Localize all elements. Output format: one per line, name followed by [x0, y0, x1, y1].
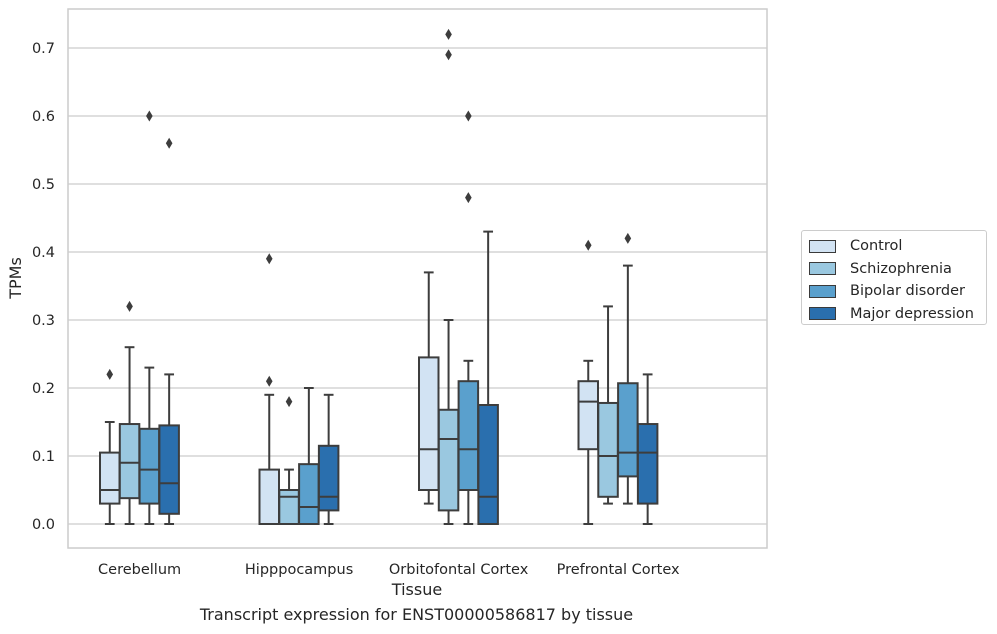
outlier-control-cerebellum-0 [106, 368, 114, 380]
x-axis-label: Tissue [391, 580, 442, 599]
y-tick-label-6: 0.6 [32, 109, 55, 125]
legend-item-bipolar-disorder: Bipolar disorder [809, 280, 986, 303]
outlier-major-depression-cerebellum-0 [165, 137, 173, 149]
box-control-prefrontal-cortex [577, 380, 599, 451]
y-tick-label-1: 0.1 [32, 449, 55, 465]
legend-label-schizophrenia: Schizophrenia [850, 260, 952, 277]
legend-swatch-control [809, 239, 836, 253]
x-tick-label-prefrontal-cortex: Prefrontal Cortex [557, 562, 680, 578]
legend: Control Schizophrenia Bipolar disorder M… [801, 230, 987, 325]
box-control-orbitofontal-cortex [418, 356, 440, 491]
outlier-schizophrenia-cerebellum-0 [126, 300, 133, 312]
outlier-bipolar-disorder-orbitofontal-cortex-0 [465, 192, 472, 204]
grid-lines [68, 47, 767, 525]
legend-label-major-depression: Major depression [850, 305, 974, 322]
y-axis-label: TPMs [6, 257, 25, 300]
x-tick-label-orbitofontal-cortex: Orbitofontal Cortex [389, 562, 529, 578]
box-major-depression-cerebellum [158, 424, 180, 515]
y-axis-ticks: 0.0 0.1 0.2 0.3 0.4 0.5 0.6 0.7 [32, 41, 55, 533]
box-schizophrenia-hipppocampus [278, 489, 300, 525]
x-axis-ticks: Cerebellum Hipppocampus Orbitofontal Corte… [98, 562, 680, 578]
box-control-cerebellum [99, 451, 121, 505]
figure-caption: Transcript expression for ENST0000058681… [199, 605, 634, 624]
y-tick-label-0: 0.0 [32, 517, 55, 533]
legend-item-major-depression: Major depression [809, 303, 986, 326]
y-tick-label-5: 0.5 [32, 177, 55, 193]
legend-label-bipolar-disorder: Bipolar disorder [850, 283, 965, 300]
y-tick-label-2: 0.2 [32, 381, 55, 397]
legend-label-control: Control [850, 238, 903, 255]
legend-swatch-bipolar-disorder [809, 284, 836, 298]
y-tick-label-3: 0.3 [32, 313, 55, 329]
outlier-control-prefrontal-cortex-0 [584, 239, 592, 251]
legend-item-schizophrenia: Schizophrenia [809, 258, 986, 281]
box-bipolar-disorder-prefrontal-cortex [617, 382, 639, 478]
legend-item-control: Control [809, 235, 986, 258]
box-control-hipppocampus [258, 468, 280, 526]
box-schizophrenia-orbitofontal-cortex [437, 408, 460, 512]
outlier-schizophrenia-hipppocampus-0 [285, 396, 293, 408]
outlier-control-hipppocampus-1 [265, 253, 273, 265]
box-major-depression-orbitofontal-cortex [477, 404, 499, 525]
box-major-depression-prefrontal-cortex [636, 423, 659, 505]
legend-swatch-major-depression [809, 307, 836, 321]
outlier-control-hipppocampus-0 [265, 375, 273, 387]
x-tick-label-cerebellum: Cerebellum [98, 562, 181, 578]
plot-area-frame [67, 8, 768, 549]
outlier-schizophrenia-orbitofontal-cortex-1 [445, 28, 452, 40]
outlier-bipolar-disorder-cerebellum-0 [146, 110, 153, 122]
box-schizophrenia-cerebellum [118, 423, 141, 500]
legend-swatch-schizophrenia [809, 262, 836, 276]
x-tick-label-hipppocampus: Hipppocampus [245, 562, 353, 578]
box-bipolar-disorder-orbitofontal-cortex [457, 380, 480, 492]
box-major-depression-hipppocampus [317, 444, 340, 512]
outlier-bipolar-disorder-orbitofontal-cortex-1 [465, 110, 472, 122]
box-series-group [99, 28, 659, 526]
outlier-bipolar-disorder-prefrontal-cortex-0 [624, 232, 632, 244]
outlier-schizophrenia-orbitofontal-cortex-0 [445, 49, 452, 61]
box-bipolar-disorder-hipppocampus [298, 463, 320, 526]
y-tick-label-4: 0.4 [32, 245, 55, 261]
box-bipolar-disorder-cerebellum [138, 427, 161, 505]
box-schizophrenia-prefrontal-cortex [597, 401, 619, 498]
y-tick-label-7: 0.7 [32, 41, 55, 57]
